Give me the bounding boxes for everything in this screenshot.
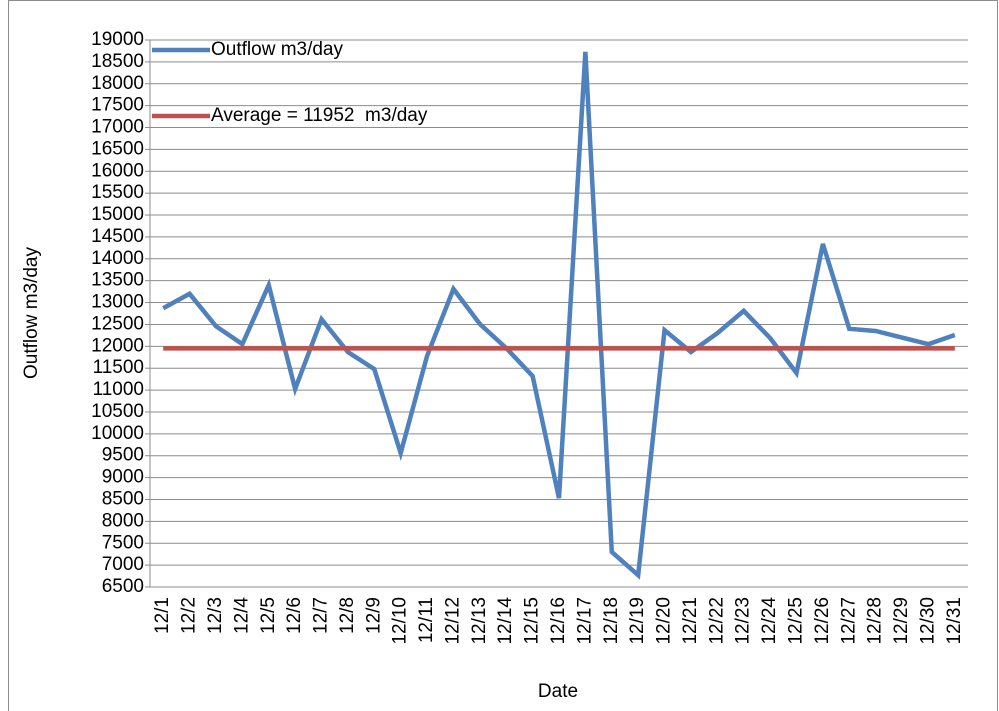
y-tick-label: 12000 — [91, 335, 144, 356]
y-tick-label: 16000 — [91, 160, 144, 181]
y-tick-label: 10500 — [91, 401, 144, 422]
x-tick-label: 12/16 — [548, 597, 569, 645]
x-tick-label: 12/22 — [706, 597, 727, 645]
y-tick-label: 12500 — [91, 313, 144, 334]
x-tick-label: 12/1 — [152, 597, 173, 634]
x-tick-label: 12/19 — [627, 597, 648, 645]
x-tick-label: 12/10 — [390, 597, 411, 645]
x-tick-label: 12/2 — [179, 597, 200, 634]
y-tick-label: 9000 — [102, 467, 144, 488]
y-tick-label: 17500 — [91, 95, 144, 116]
line-series — [162, 51, 956, 580]
x-tick-label: 12/9 — [363, 597, 384, 634]
y-tick-label: 16500 — [91, 138, 144, 159]
x-tick-label: 12/15 — [522, 597, 543, 645]
y-tick-label: 10000 — [91, 423, 144, 444]
y-tick-label: 11000 — [93, 379, 144, 400]
y-tick-label: 11500 — [93, 357, 144, 378]
y-tick-label: 7500 — [102, 532, 144, 553]
y-tick-label: 15500 — [91, 182, 144, 203]
x-tick-label: 12/17 — [574, 597, 595, 645]
legend-label: Outflow m3/day — [211, 39, 343, 60]
x-tick-label: 12/23 — [733, 597, 754, 645]
x-tick-label: 12/20 — [654, 597, 675, 645]
x-tick-label: 12/24 — [759, 597, 780, 645]
x-tick-label: 12/30 — [917, 597, 938, 645]
y-tick-label: 19000 — [91, 29, 144, 50]
x-tick-label: 12/4 — [231, 597, 252, 634]
chart-frame — [8, 0, 998, 711]
x-tick-label: 12/29 — [891, 597, 912, 645]
x-tick-label: 12/5 — [258, 597, 279, 634]
x-tick-label: 12/28 — [865, 597, 886, 645]
y-tick-label: 13000 — [91, 292, 144, 313]
y-tick-label: 8500 — [102, 488, 144, 509]
x-tick-label: 12/14 — [495, 597, 516, 645]
x-tick-label: 12/7 — [311, 597, 332, 634]
y-tick-label: 7000 — [102, 554, 144, 575]
x-tick-label: 12/26 — [812, 597, 833, 645]
y-tick-label: 15000 — [91, 204, 144, 225]
x-tick-label: 12/31 — [944, 597, 965, 645]
x-tick-label: 12/27 — [838, 597, 859, 645]
x-tick-label: 12/11 — [416, 597, 437, 643]
x-tick-label: 12/13 — [469, 597, 490, 645]
x-tick-label: 12/8 — [337, 597, 358, 634]
y-axis-label: Outflow m3/day — [21, 247, 42, 379]
x-tick-label: 12/25 — [785, 597, 806, 645]
x-axis-label: Date — [538, 681, 578, 702]
x-tick-label: 12/18 — [601, 597, 622, 645]
x-tick-label: 12/21 — [680, 597, 701, 645]
x-tick-label: 12/6 — [284, 597, 305, 634]
y-tick-label: 8000 — [102, 510, 144, 531]
y-tick-label: 18500 — [91, 51, 144, 72]
y-tick-label: 9500 — [102, 445, 144, 466]
x-tick-label: 12/3 — [205, 597, 226, 634]
legend-label: Average = 11952 m3/day — [211, 105, 428, 126]
y-tick-label: 13500 — [91, 270, 144, 291]
y-tick-label: 17000 — [91, 117, 144, 138]
y-tick-label: 14500 — [91, 226, 144, 247]
x-tick-label: 12/12 — [442, 597, 463, 645]
y-tick-label: 18000 — [91, 73, 144, 94]
y-tick-label: 14000 — [91, 248, 144, 269]
y-tick-label: 6500 — [102, 576, 144, 597]
